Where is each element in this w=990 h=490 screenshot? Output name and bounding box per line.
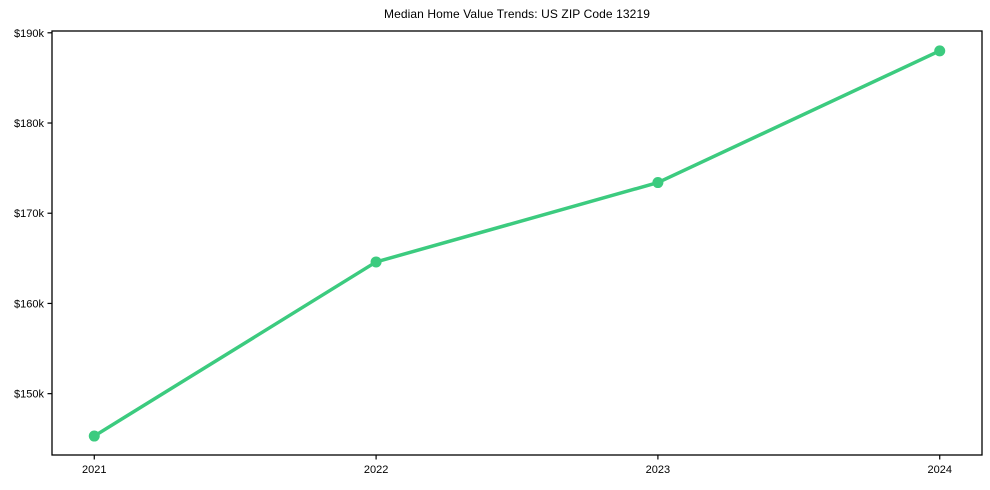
y-tick-label: $190k xyxy=(14,28,44,40)
y-tick-label: $160k xyxy=(14,298,44,310)
y-tick-label: $150k xyxy=(14,389,44,401)
data-point-2023 xyxy=(652,177,664,189)
data-point-2024 xyxy=(934,45,946,57)
chart-title: Median Home Value Trends: US ZIP Code 13… xyxy=(383,7,650,21)
x-tick-label: 2021 xyxy=(82,464,106,476)
x-tick-label: 2024 xyxy=(927,464,951,476)
trend-line xyxy=(92,49,942,438)
data-point-2021 xyxy=(88,430,100,442)
data-point-2022 xyxy=(370,256,382,268)
y-tick-label: $180k xyxy=(14,118,44,130)
x-tick-label: 2023 xyxy=(646,464,670,476)
y-tick-label: $170k xyxy=(14,208,44,220)
plot-frame xyxy=(51,30,983,456)
x-tick-label: 2022 xyxy=(364,464,388,476)
